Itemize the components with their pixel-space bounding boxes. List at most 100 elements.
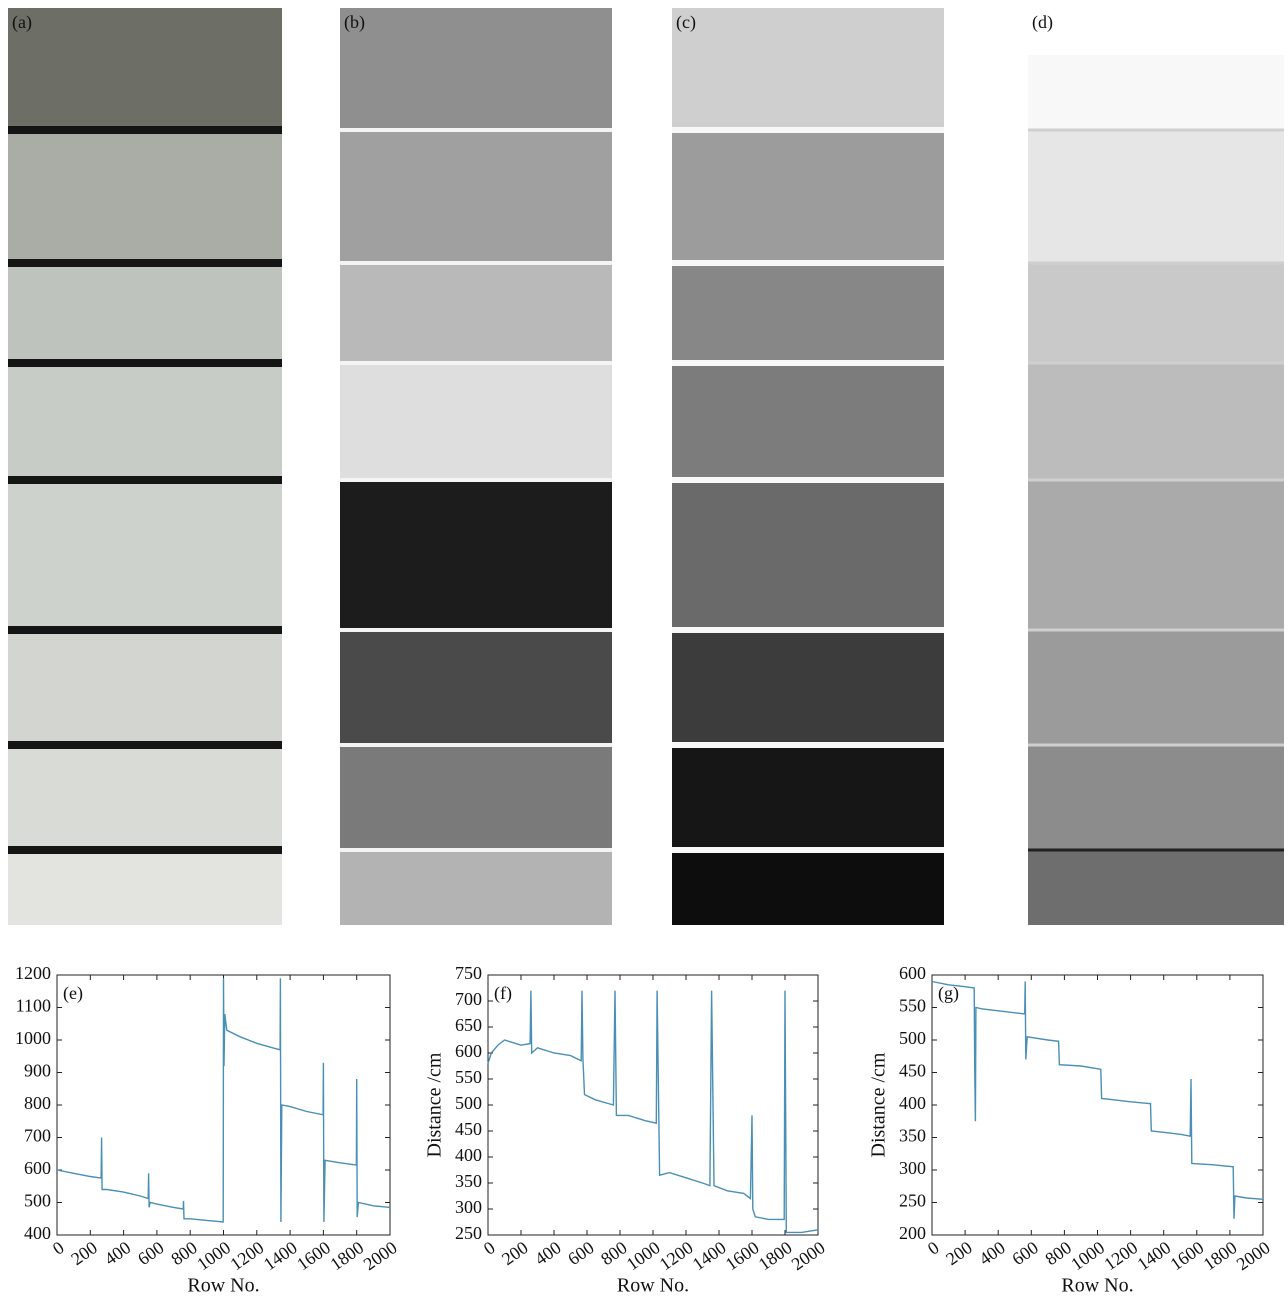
image-band [672,263,944,363]
y-tick-label: 400 [24,1223,51,1243]
image-stripe [8,741,282,749]
image-stripe [340,361,612,365]
x-tick-label: 400 [101,1237,135,1269]
x-tick-label: 200 [67,1237,101,1269]
image-band [1028,130,1284,263]
x-axis-label: Row No. [1061,1275,1133,1297]
x-axis-label: Row No. [187,1275,259,1297]
x-axis-label: Row No. [617,1275,689,1297]
page: {"panels": [{"label": "(a)"}, {"label": … [0,0,1288,1299]
x-tick-label: 400 [975,1237,1009,1269]
y-tick-label: 600 [24,1158,51,1178]
x-tick-label: 200 [942,1237,976,1269]
y-tick-label: 400 [455,1145,482,1165]
image-band [672,130,944,263]
image-stripe [672,847,944,853]
image-stripe [340,743,612,747]
image-band [8,745,282,850]
image-band [672,480,944,630]
y-tick-label: 250 [455,1223,482,1243]
image-band [8,630,282,745]
image-stripe [340,478,612,482]
x-tick-label: 800 [597,1237,631,1269]
y-tick-label: 1200 [15,963,51,983]
image-stripe [672,260,944,266]
plot-frame [488,975,818,1235]
image-band [340,630,612,745]
panel-label: (g) [938,983,959,1004]
image-stripe [1028,629,1284,632]
data-line [488,991,818,1233]
x-tick-label: 0 [924,1237,943,1259]
image-band [340,8,612,130]
image-band [340,850,612,925]
image-band [672,8,944,130]
image-stripe [1028,129,1284,132]
y-tick-label: 550 [899,996,926,1016]
y-tick-label: 200 [899,1223,926,1243]
y-tick-label: 500 [24,1191,51,1211]
x-tick-label: 2000 [1233,1237,1274,1274]
plot-frame [932,975,1263,1235]
figure: (a)(b)(c)(d)4005006007008009001000110012… [0,0,1288,1299]
x-tick-label: 600 [564,1237,598,1269]
image-stripe [1028,849,1284,852]
panel-label: (d) [1032,12,1053,33]
y-tick-label: 700 [455,989,482,1009]
image-band [340,130,612,263]
x-tick-label: 2000 [360,1237,401,1274]
y-tick-label: 500 [899,1028,926,1048]
x-tick-label: 400 [531,1237,565,1269]
image-band [8,363,282,480]
image-band [1028,263,1284,363]
y-tick-label: 250 [899,1191,926,1211]
y-tick-label: 700 [24,1126,51,1146]
image-band [8,480,282,630]
image-band [1028,55,1284,130]
x-tick-label: 600 [134,1237,168,1269]
y-tick-label: 600 [455,1041,482,1061]
image-band [1028,745,1284,850]
image-band [8,130,282,263]
image-band [340,480,612,630]
x-tick-label: 2000 [788,1237,829,1274]
image-stripe [340,628,612,632]
y-tick-label: 1000 [15,1028,51,1048]
y-axis-label: Distance /cm [424,1052,446,1157]
y-tick-label: 350 [899,1126,926,1146]
image-stripe [1028,744,1284,747]
image-stripe [8,126,282,134]
image-stripe [672,360,944,366]
panel-label: (a) [12,12,32,33]
y-tick-label: 500 [455,1093,482,1113]
panel-label: (b) [344,12,365,33]
image-band [8,8,282,130]
image-stripe [8,626,282,634]
y-tick-label: 900 [24,1061,51,1081]
panel-label: (f) [494,983,512,1004]
y-tick-label: 550 [455,1067,482,1087]
data-line [932,982,1263,1219]
y-tick-label: 300 [455,1197,482,1217]
y-tick-label: 400 [899,1093,926,1113]
panel-label: (c) [676,12,696,33]
image-band [1028,630,1284,745]
x-tick-label: 200 [498,1237,532,1269]
y-tick-label: 750 [455,963,482,983]
image-stripe [1028,479,1284,482]
image-stripe [340,848,612,852]
y-tick-label: 300 [899,1158,926,1178]
image-stripe [8,846,282,854]
y-tick-label: 450 [455,1119,482,1139]
y-tick-label: 650 [455,1015,482,1035]
image-stripe [1028,262,1284,265]
data-line [57,978,390,1222]
image-stripe [672,477,944,483]
image-stripe [8,359,282,367]
y-axis-label: Distance /cm [868,1052,890,1157]
image-band [1028,363,1284,480]
image-stripe [8,259,282,267]
y-tick-label: 800 [24,1093,51,1113]
image-band [8,850,282,925]
image-band [672,745,944,850]
